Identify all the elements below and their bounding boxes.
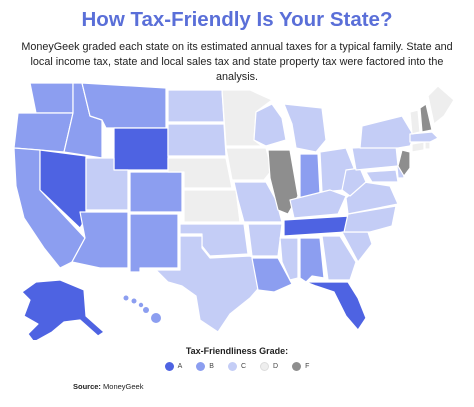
state-maine[interactable] <box>427 85 455 125</box>
state-pennsylvania[interactable] <box>351 145 399 171</box>
state-vermont[interactable] <box>409 109 421 135</box>
legend-item-c: C <box>227 362 247 371</box>
state-kansas[interactable] <box>183 189 241 223</box>
state-massachusetts[interactable] <box>409 131 439 143</box>
state-georgia[interactable] <box>321 235 357 281</box>
state-nebraska[interactable] <box>167 157 233 189</box>
state-rhode-island[interactable] <box>424 141 431 150</box>
legend-item-f: F <box>292 362 309 371</box>
legend-swatch <box>260 362 270 371</box>
state-new-hampshire[interactable] <box>419 103 433 133</box>
state-wyoming[interactable] <box>113 127 169 171</box>
us-grade-map <box>13 82 455 340</box>
state-north-dakota[interactable] <box>167 89 225 123</box>
legend-title: Tax-Friendliness Grade: <box>185 346 289 356</box>
state-arkansas[interactable] <box>247 223 283 257</box>
legend-swatch <box>227 362 237 371</box>
state-oregon[interactable] <box>13 112 74 153</box>
state-maryland[interactable] <box>365 169 399 183</box>
state-south-dakota[interactable] <box>167 123 227 157</box>
state-hawaii[interactable] <box>123 295 162 324</box>
state-montana[interactable] <box>81 82 167 129</box>
state-michigan[interactable] <box>283 103 327 153</box>
state-florida[interactable] <box>305 281 367 331</box>
legend-label: B <box>209 363 214 370</box>
legend-swatch <box>164 362 174 371</box>
state-mississippi[interactable] <box>279 237 299 281</box>
legend-label: C <box>240 363 247 370</box>
state-washington[interactable] <box>29 82 74 114</box>
state-kentucky[interactable] <box>289 189 347 219</box>
state-oklahoma[interactable] <box>179 223 249 257</box>
subtitle: MoneyGeek graded each state on its estim… <box>21 41 453 83</box>
state-new-jersey[interactable] <box>397 149 411 177</box>
state-texas[interactable] <box>155 235 265 333</box>
state-missouri[interactable] <box>233 181 283 223</box>
state-utah[interactable] <box>85 157 129 211</box>
state-wisconsin[interactable] <box>253 103 287 147</box>
legend-item-d: D <box>260 362 278 371</box>
legend-item-a: A <box>164 362 183 371</box>
state-colorado[interactable] <box>129 171 183 213</box>
legend-label: F <box>305 363 310 370</box>
legend-label: D <box>273 363 279 370</box>
source-value: MoneyGeek <box>103 382 144 391</box>
state-tennessee[interactable] <box>283 215 351 237</box>
state-indiana[interactable] <box>299 153 321 199</box>
state-iowa[interactable] <box>225 147 273 181</box>
legend-label: A <box>177 363 183 370</box>
state-new-york[interactable] <box>359 115 415 149</box>
state-illinois[interactable] <box>267 149 299 215</box>
state-louisiana[interactable] <box>251 257 293 293</box>
legend-swatch <box>196 362 206 371</box>
legend-swatch <box>292 362 302 371</box>
state-connecticut[interactable] <box>411 141 425 153</box>
source-label: Source: <box>73 382 101 391</box>
state-new-mexico[interactable] <box>129 213 179 273</box>
state-alaska[interactable] <box>21 279 105 340</box>
source-note: Source: MoneyGeek <box>73 382 143 391</box>
state-alabama[interactable] <box>299 237 325 283</box>
page-title: How Tax-Friendly Is Your State? <box>81 8 393 31</box>
state-arizona[interactable] <box>71 211 129 269</box>
legend: A B C D F <box>0 362 474 371</box>
legend-item-b: B <box>196 362 214 371</box>
